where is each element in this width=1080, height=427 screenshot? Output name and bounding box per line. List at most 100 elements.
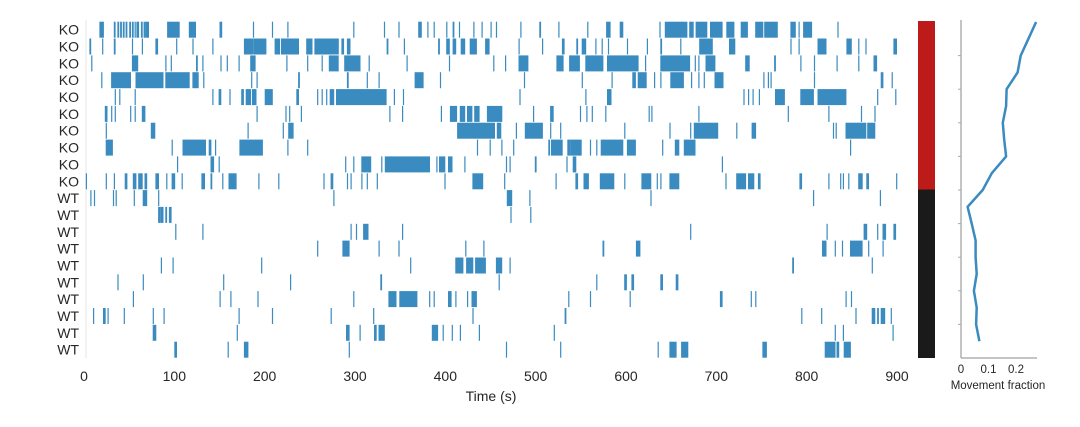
movement-bout: [152, 308, 154, 324]
movement-bout: [817, 38, 827, 55]
movement-bout: [346, 72, 349, 89]
movement-bout: [219, 21, 223, 38]
movement-bout: [469, 38, 477, 55]
movement-bout: [346, 173, 349, 190]
movement-bout: [518, 38, 520, 55]
movement-bout: [431, 324, 439, 341]
movement-bout: [873, 55, 878, 72]
movement-bout: [388, 291, 397, 308]
movement-bout: [626, 38, 629, 55]
row-label: WT: [57, 308, 79, 324]
x-tick-label: 800: [795, 368, 819, 384]
movement-bout: [296, 89, 299, 106]
movement-bout: [725, 173, 727, 190]
movement-bout: [105, 173, 107, 190]
movement-bout: [350, 173, 352, 190]
movement-bout: [683, 139, 696, 156]
movement-bout: [523, 72, 526, 89]
movement-bout: [452, 38, 457, 55]
movement-bout: [474, 105, 480, 122]
movement-bout: [361, 173, 363, 190]
movement-bout: [850, 122, 867, 139]
movement-bout: [836, 341, 840, 358]
movement-bout: [181, 173, 183, 190]
movement-bout: [402, 105, 404, 122]
movement-bout: [245, 89, 252, 106]
row-label: KO: [59, 72, 79, 88]
movement-bout: [344, 55, 361, 72]
movement-bout: [690, 223, 692, 240]
movement-bout: [591, 105, 593, 122]
movement-bout: [212, 38, 214, 55]
movement-bout: [459, 105, 466, 122]
movement-bout: [505, 341, 508, 358]
movement-bout: [751, 122, 757, 139]
movement-bout: [813, 72, 816, 89]
movement-bout: [427, 21, 429, 38]
movement-bout: [252, 89, 257, 106]
movement-bout: [828, 173, 830, 190]
movement-bout: [892, 324, 894, 341]
movement-bout: [114, 89, 116, 106]
line-x-axis-label: Movement fraction: [951, 380, 1046, 392]
movement-bout: [107, 308, 109, 324]
movement-bout: [111, 72, 131, 89]
movement-bout: [560, 122, 562, 139]
movement-bout: [698, 105, 700, 122]
movement-bout: [85, 173, 87, 190]
movement-bout: [188, 21, 196, 38]
movement-bout: [832, 122, 835, 139]
movement-bout: [518, 55, 529, 72]
movement-bout: [475, 257, 486, 274]
movement-bout: [762, 341, 767, 358]
movement-bout: [669, 341, 677, 358]
movement-bout: [140, 21, 143, 38]
movement-bout: [624, 173, 626, 190]
movement-bout: [112, 190, 115, 207]
movement-bout: [504, 173, 506, 190]
movement-bout: [144, 173, 148, 190]
movement-bout: [378, 240, 380, 257]
movement-bout: [842, 324, 844, 341]
row-label: KO: [59, 22, 79, 38]
movement-bout: [129, 21, 131, 38]
movement-bout: [452, 21, 455, 38]
movement-bout: [175, 223, 177, 240]
movement-bout: [660, 173, 662, 190]
movement-bout: [629, 291, 631, 308]
movement-bout: [519, 89, 521, 106]
movement-bout: [90, 190, 92, 207]
x-tick-label: 900: [885, 368, 909, 384]
line-x-tick-label: 0.1: [981, 364, 997, 376]
row-label: KO: [59, 55, 79, 71]
movement-bout: [196, 55, 198, 72]
movement-bout: [250, 55, 256, 72]
movement-bout: [448, 55, 451, 72]
movement-bout: [261, 257, 263, 274]
movement-bout: [286, 55, 288, 72]
movement-bout: [850, 240, 863, 257]
movement-bout: [271, 308, 274, 324]
movement-bout: [624, 122, 626, 139]
movement-bout: [736, 173, 747, 190]
movement-bout: [142, 274, 144, 291]
movement-bout: [330, 308, 332, 324]
movement-bout: [123, 308, 125, 324]
movement-bout: [274, 38, 280, 55]
movement-bout: [393, 89, 395, 106]
movement-bout: [858, 55, 860, 72]
movement-bout: [560, 341, 562, 358]
movement-bout: [836, 55, 838, 72]
movement-bout: [607, 55, 639, 72]
movement-bout: [703, 72, 705, 89]
movement-bout: [418, 21, 422, 38]
movement-bout: [326, 89, 328, 106]
movement-bout: [105, 139, 113, 156]
movement-bout: [509, 156, 511, 173]
movement-bout: [170, 55, 172, 72]
movement-bout: [569, 55, 580, 72]
movement-bout: [446, 38, 450, 55]
movement-bout: [288, 122, 294, 139]
movement-bout: [534, 156, 537, 173]
movement-bout: [117, 274, 119, 291]
